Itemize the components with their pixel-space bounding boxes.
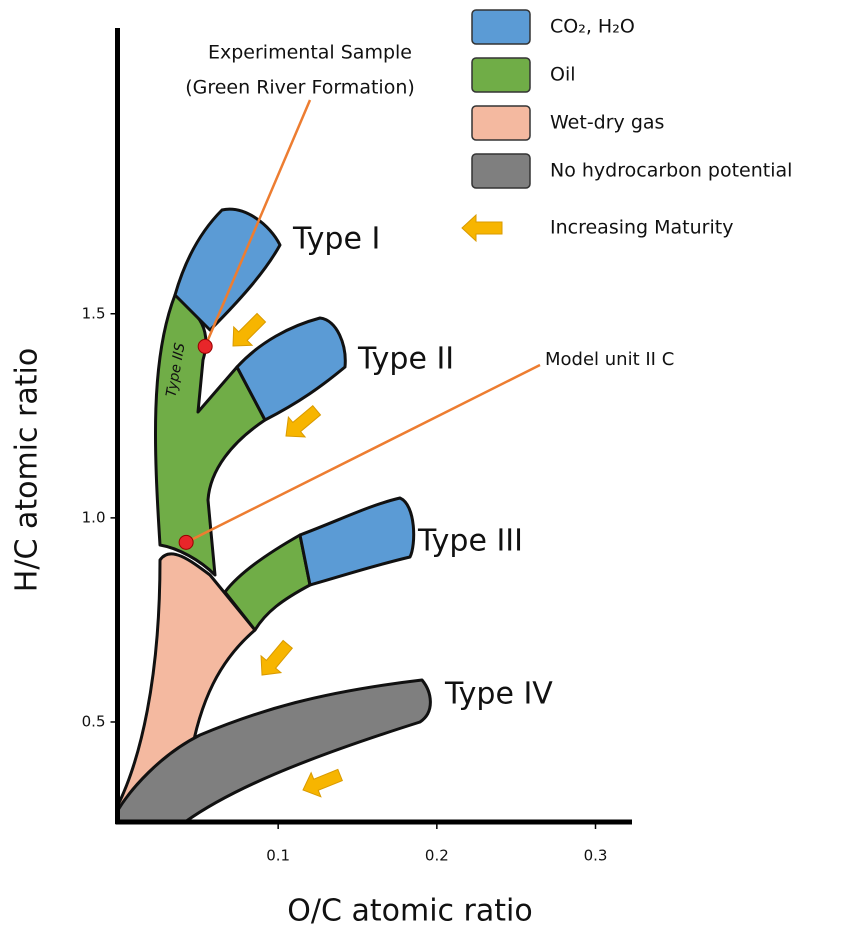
annotation-line [204, 99, 312, 347]
region-co2 [173, 207, 282, 332]
regions [116, 207, 432, 824]
y-tick-label: 0.5 [82, 712, 106, 730]
legend-label: Wet-dry gas [550, 112, 664, 134]
legend-label: CO₂, H₂O [550, 16, 635, 38]
legend-swatch [471, 105, 531, 141]
arrow [461, 214, 503, 242]
region-co2 [235, 316, 347, 422]
annotation-line [185, 363, 541, 544]
x-tick-label: 0.3 [584, 847, 608, 865]
legend-label: Oil [550, 64, 576, 86]
region-label: Type III [417, 524, 523, 559]
data-point [178, 534, 194, 550]
arrow [251, 635, 299, 684]
y-axis-title: H/C atomic ratio [10, 348, 45, 592]
arrow [297, 762, 346, 803]
annotation: (Green River Formation) [185, 77, 415, 99]
region-label: Type II [357, 342, 454, 377]
annotation: Model unit II C [545, 349, 674, 370]
maturity-label: Increasing Maturity [550, 217, 733, 239]
y-tick-label: 1.5 [82, 304, 106, 322]
region-no-hc [116, 678, 432, 824]
region-label: Type IV [444, 677, 553, 712]
x-tick-label: 0.2 [425, 847, 449, 865]
x-axis-title: O/C atomic ratio [287, 894, 532, 929]
legend-swatch [471, 153, 531, 189]
x-tick-label: 0.1 [266, 847, 290, 865]
region-co2 [298, 496, 416, 587]
legend-swatch [471, 9, 531, 45]
legend-swatch [471, 57, 531, 93]
legend-label: No hydrocarbon potential [550, 160, 792, 182]
annotation: Experimental Sample [208, 42, 412, 64]
y-tick-label: 1.0 [82, 508, 106, 526]
data-point [197, 338, 213, 354]
region-label: Type I [292, 222, 380, 257]
